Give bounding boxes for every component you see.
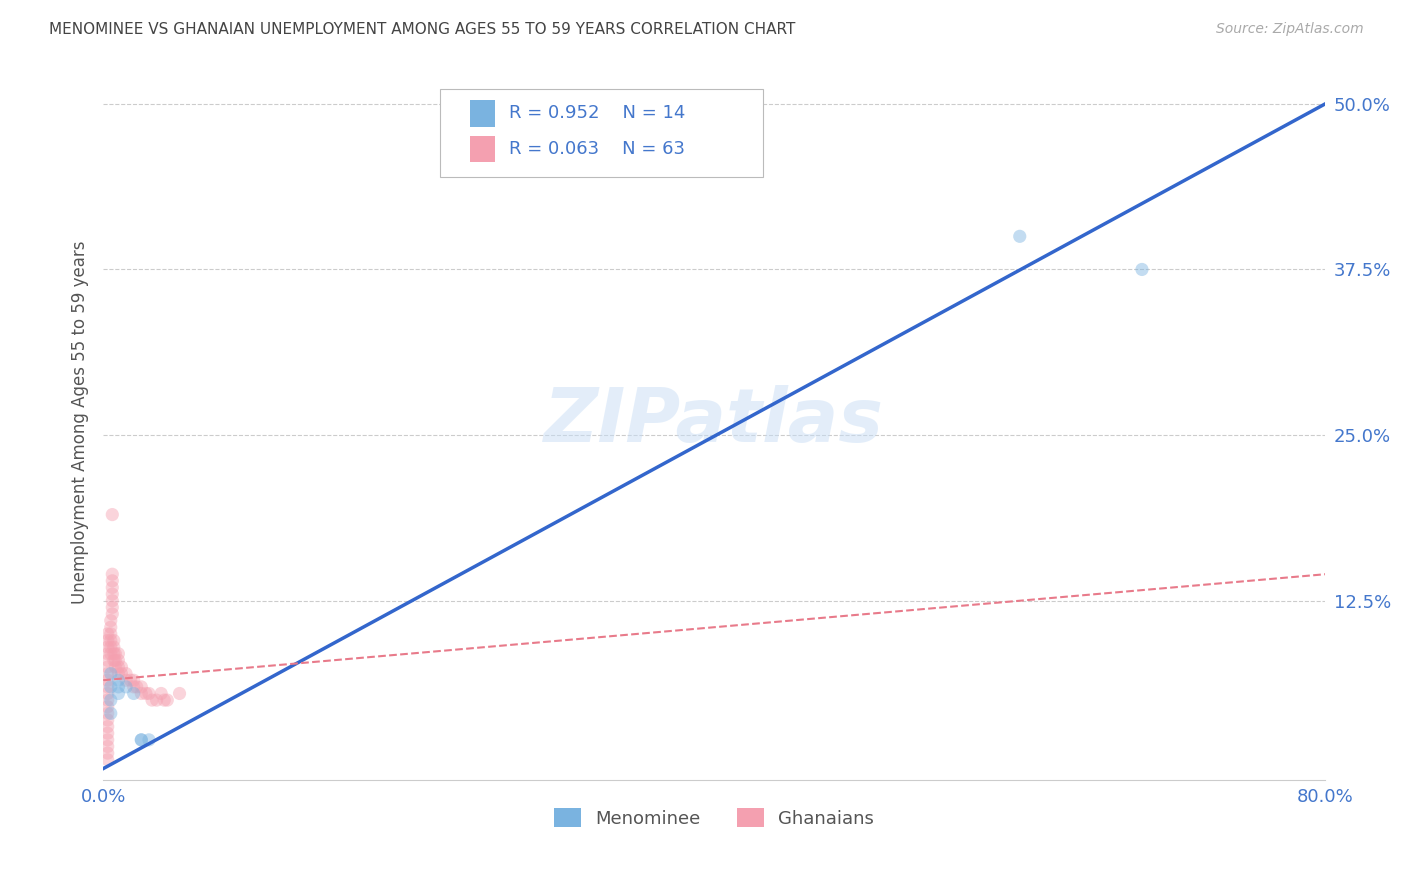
Point [104, 660, 127, 674]
Point [101, 581, 124, 595]
Point [169, 686, 191, 700]
Point [100, 706, 122, 721]
Point [103, 653, 125, 667]
Point [107, 673, 129, 688]
Point [103, 633, 125, 648]
Point [97, 732, 120, 747]
Point [100, 680, 122, 694]
Point [100, 647, 122, 661]
Point [103, 647, 125, 661]
Point [156, 693, 179, 707]
Point [97, 746, 120, 760]
Point [97, 673, 120, 688]
Point [141, 693, 163, 707]
Point [97, 647, 120, 661]
Point [100, 666, 122, 681]
Point [122, 673, 145, 688]
Text: MENOMINEE VS GHANAIAN UNEMPLOYMENT AMONG AGES 55 TO 59 YEARS CORRELATION CHART: MENOMINEE VS GHANAIAN UNEMPLOYMENT AMONG… [49, 22, 796, 37]
Point [131, 732, 153, 747]
Point [107, 666, 129, 681]
Point [100, 627, 122, 641]
Text: Source: ZipAtlas.com: Source: ZipAtlas.com [1216, 22, 1364, 37]
Point [122, 680, 145, 694]
Point [97, 686, 120, 700]
Point [104, 647, 127, 661]
Point [125, 680, 148, 694]
Point [150, 686, 173, 700]
Point [115, 680, 138, 694]
Point [145, 693, 167, 707]
Point [138, 732, 160, 747]
Legend: Menominee, Ghanaians: Menominee, Ghanaians [547, 801, 882, 835]
Point [97, 627, 120, 641]
Point [97, 713, 120, 727]
Point [101, 593, 124, 607]
Point [110, 666, 132, 681]
Point [120, 673, 142, 688]
Point [97, 653, 120, 667]
Point [131, 680, 153, 694]
Point [122, 686, 145, 700]
Point [107, 647, 129, 661]
Point [97, 633, 120, 648]
Point [100, 633, 122, 648]
Point [97, 726, 120, 740]
Point [153, 693, 176, 707]
Point [107, 653, 129, 667]
Point [97, 693, 120, 707]
Text: ZIPatlas: ZIPatlas [544, 385, 884, 458]
Point [138, 686, 160, 700]
Point [101, 607, 124, 621]
Point [131, 686, 153, 700]
Point [1008, 229, 1031, 244]
Point [97, 720, 120, 734]
Point [104, 653, 127, 667]
Point [100, 614, 122, 628]
Point [97, 640, 120, 654]
Point [97, 753, 120, 767]
Point [97, 680, 120, 694]
Point [97, 739, 120, 754]
Point [115, 673, 138, 688]
Point [97, 699, 120, 714]
Point [107, 660, 129, 674]
Text: R = 0.063    N = 63: R = 0.063 N = 63 [509, 140, 685, 158]
Point [97, 660, 120, 674]
Point [107, 686, 129, 700]
Point [101, 508, 124, 522]
Point [101, 567, 124, 582]
Point [1130, 262, 1153, 277]
Point [101, 600, 124, 615]
Point [97, 666, 120, 681]
Y-axis label: Unemployment Among Ages 55 to 59 years: Unemployment Among Ages 55 to 59 years [72, 240, 89, 604]
Point [135, 686, 157, 700]
Point [107, 680, 129, 694]
Point [110, 660, 132, 674]
Point [101, 587, 124, 601]
Text: R = 0.952    N = 14: R = 0.952 N = 14 [509, 104, 685, 122]
Point [103, 640, 125, 654]
Point [131, 732, 153, 747]
Point [100, 620, 122, 634]
Point [100, 693, 122, 707]
Point [101, 574, 124, 588]
Point [97, 706, 120, 721]
Point [115, 666, 138, 681]
Point [100, 640, 122, 654]
